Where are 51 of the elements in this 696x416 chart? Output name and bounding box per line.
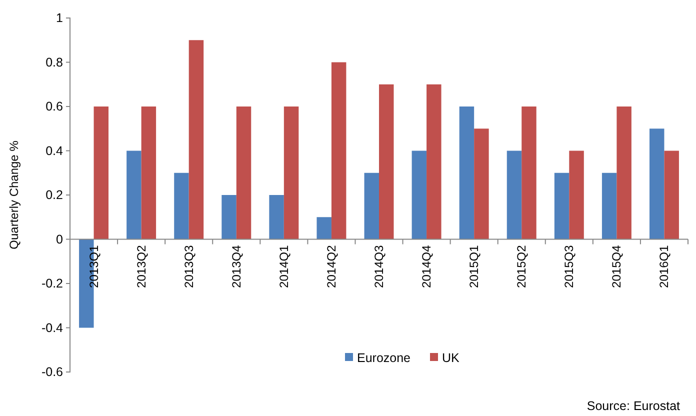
y-tick-label: 0.6 [46,100,64,114]
y-tick-label: 0 [56,232,64,246]
y-tick-label: 1 [56,11,64,25]
bar [331,62,346,240]
x-tick-label: 2014Q3 [372,244,386,288]
y-tick-label: 0.4 [46,144,64,158]
x-tick-label: 2016Q1 [657,244,672,288]
x-tick-label: 2015Q4 [610,244,624,288]
x-tick-label: 2015Q1 [467,244,482,288]
x-tick-label: 2013Q2 [134,244,148,288]
bar [522,106,536,240]
bar [188,40,204,240]
bar [284,106,299,240]
bar [126,150,142,240]
y-tick-label: -0.6 [41,365,64,379]
bar [174,172,189,240]
bar [664,150,679,240]
x-tick-label: 2014Q4 [420,244,434,288]
x-tick-label: 2014Q2 [324,244,338,288]
bar [316,217,332,240]
bar [602,172,617,240]
x-tick-label: 2013Q3 [182,244,196,288]
bar [459,106,474,240]
x-tick-label: 2014Q1 [276,244,291,288]
bar [554,172,570,240]
bar [364,172,379,240]
y-tick-label: 0.2 [46,188,64,202]
bar [141,106,156,240]
bar [236,106,252,240]
x-tick-label: 2015Q3 [562,244,576,288]
bar [474,128,489,240]
bar [269,195,284,240]
legend-label: UK [442,351,460,365]
bar [426,84,442,240]
bar [379,84,394,240]
bar [222,195,236,240]
bar [94,106,109,240]
y-tick-label: 0.8 [46,55,64,70]
bar [649,128,664,240]
y-axis-title: Quarterly Change % [7,140,21,250]
x-tick-label: 2013Q1 [86,244,101,288]
bar [569,150,584,240]
bar [506,150,522,240]
legend-label: Eurozone [357,351,411,365]
bar [616,106,632,240]
source-note: Source: Eurostat [586,399,681,413]
y-tick-label: -0.4 [41,320,64,335]
x-tick-label: 2015Q2 [514,244,529,288]
x-tick-label: 2013Q4 [229,244,244,288]
y-tick-label: -0.2 [41,276,64,290]
bar [412,150,427,240]
